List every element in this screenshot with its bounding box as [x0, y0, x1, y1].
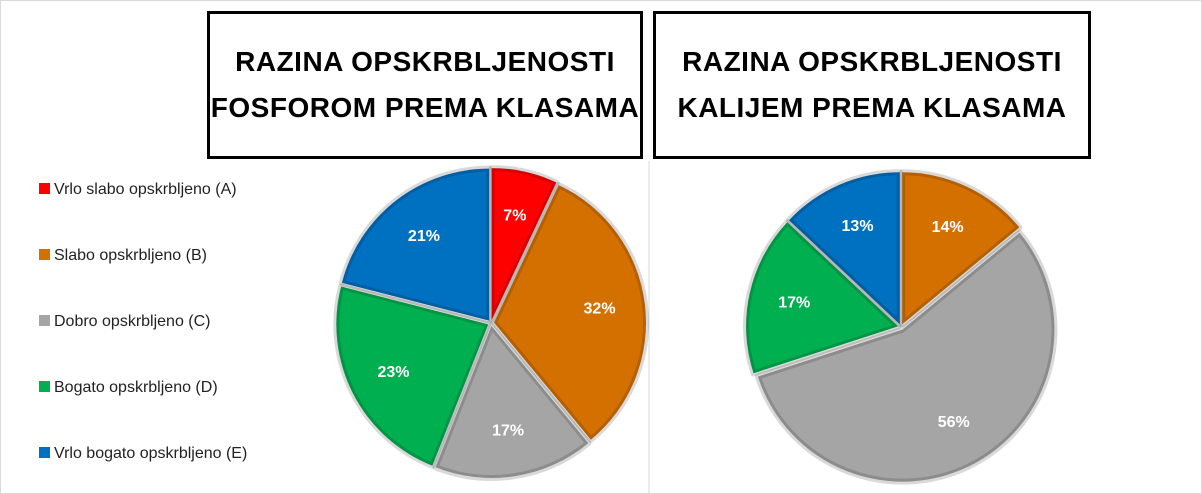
legend-item: Vrlo bogato opskrbljeno (E)	[39, 443, 304, 465]
chart-title: RAZINA OPSKRBLJENOSTI KALIJEM PREMA KLAS…	[653, 11, 1091, 159]
legend-swatch	[39, 249, 50, 260]
legend-swatch	[39, 381, 50, 392]
pie-slice	[786, 169, 903, 328]
legend-label: Bogato opskrbljeno (D)	[54, 379, 218, 396]
data-label: 17%	[492, 422, 524, 439]
legend-item: Slabo opskrbljeno (B)	[39, 245, 304, 267]
pie-slice	[754, 229, 1058, 485]
legend-swatch	[39, 315, 50, 326]
legend-item: Bogato opskrbljeno (D)	[39, 377, 304, 399]
data-label: 13%	[842, 218, 874, 235]
data-label: 56%	[938, 414, 970, 431]
data-label: 21%	[408, 228, 440, 245]
pie-slice	[488, 165, 560, 324]
legend-item: Dobro opskrbljeno (C)	[39, 311, 304, 333]
pie-slice	[743, 219, 902, 377]
pie-slice	[432, 322, 592, 481]
legend-label: Vrlo slabo opskrbljeno (A)	[54, 181, 237, 198]
data-label: 14%	[932, 219, 964, 236]
legend-label: Vrlo bogato opskrbljeno (E)	[54, 445, 248, 462]
legend-swatch	[39, 183, 50, 194]
chart-title: RAZINA OPSKRBLJENOSTI FOSFOROM PREMA KLA…	[207, 11, 643, 159]
data-label: 32%	[584, 301, 616, 318]
pie-slice	[333, 283, 492, 469]
data-label: 7%	[503, 207, 526, 224]
pie-slice	[899, 169, 1023, 328]
legend-item: Vrlo slabo opskrbljeno (A)	[39, 179, 304, 201]
legend-swatch	[39, 447, 50, 458]
data-label: 23%	[378, 364, 410, 381]
data-label: 17%	[778, 294, 810, 311]
pie-slice	[490, 182, 649, 443]
pie-slice	[338, 165, 493, 324]
legend-label: Dobro opskrbljeno (C)	[54, 313, 211, 330]
legend-label: Slabo opskrbljeno (B)	[54, 247, 207, 264]
